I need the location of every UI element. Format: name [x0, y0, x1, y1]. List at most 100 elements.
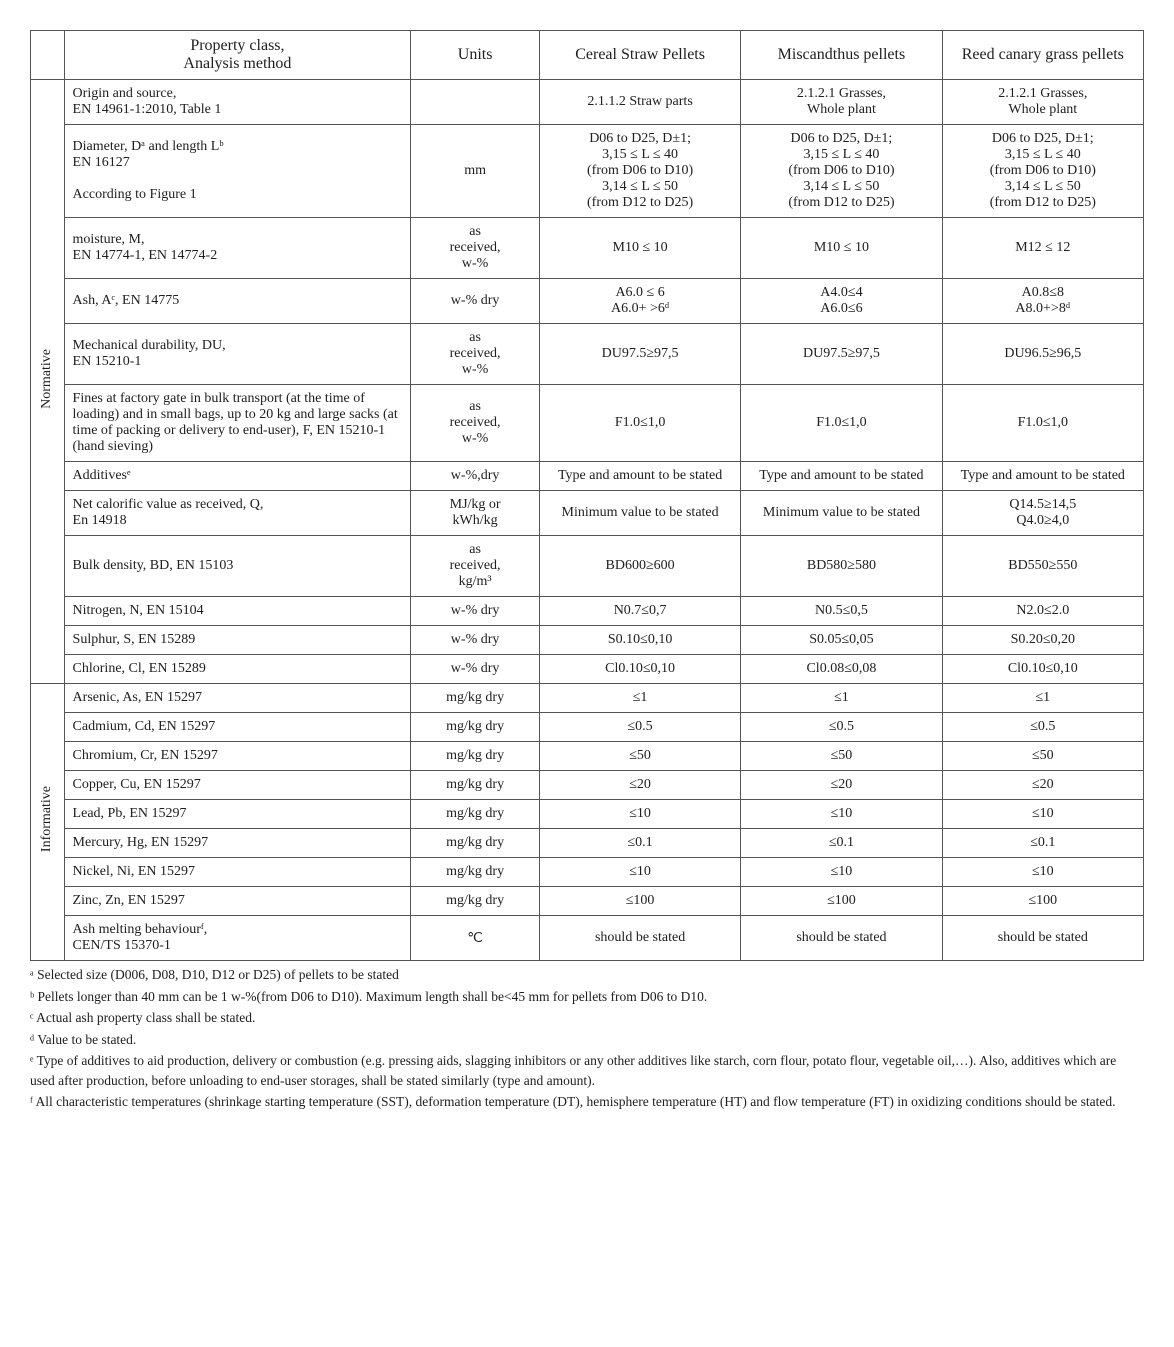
- units-cell: w-% dry: [411, 279, 540, 324]
- footnote-line: ᵇ Pellets longer than 40 mm can be 1 w-%…: [30, 987, 1144, 1007]
- table-row: Mercury, Hg, EN 15297mg/kg dry≤0.1≤0.1≤0…: [31, 829, 1144, 858]
- value-cell: 2.1.1.2 Straw parts: [539, 80, 740, 125]
- value-cell: A0.8≤8A8.0+>8ᵈ: [942, 279, 1143, 324]
- table-row: Nickel, Ni, EN 15297mg/kg dry≤10≤10≤10: [31, 858, 1144, 887]
- units-cell: asreceived,w-%: [411, 324, 540, 385]
- value-cell: ≤0.5: [539, 713, 740, 742]
- property-cell: Sulphur, S, EN 15289: [64, 626, 411, 655]
- category-normative-label: Normative: [39, 349, 55, 409]
- property-cell: Cadmium, Cd, EN 15297: [64, 713, 411, 742]
- value-cell: Cl0.08≤0,08: [741, 655, 942, 684]
- property-cell: Additivesᵉ: [64, 462, 411, 491]
- value-cell: BD550≥550: [942, 536, 1143, 597]
- property-cell: Ash, Aᶜ, EN 14775: [64, 279, 411, 324]
- value-cell: ≤1: [741, 684, 942, 713]
- table-head: Property class, Analysis method Units Ce…: [31, 31, 1144, 80]
- header-units: Units: [411, 31, 540, 80]
- value-cell: S0.10≤0,10: [539, 626, 740, 655]
- table-row: moisture, M,EN 14774-1, EN 14774-2asrece…: [31, 218, 1144, 279]
- units-cell: asreceived,w-%: [411, 218, 540, 279]
- value-cell: S0.20≤0,20: [942, 626, 1143, 655]
- value-cell: should be stated: [942, 916, 1143, 961]
- value-cell: DU97.5≥97,5: [539, 324, 740, 385]
- value-cell: ≤100: [942, 887, 1143, 916]
- value-cell: DU97.5≥97,5: [741, 324, 942, 385]
- units-cell: MJ/kg orkWh/kg: [411, 491, 540, 536]
- table-row: Lead, Pb, EN 15297mg/kg dry≤10≤10≤10: [31, 800, 1144, 829]
- value-cell: 2.1.2.1 Grasses,Whole plant: [942, 80, 1143, 125]
- footnote-line: ᶠ All characteristic temperatures (shrin…: [30, 1092, 1144, 1112]
- units-cell: mg/kg dry: [411, 829, 540, 858]
- property-cell: Fines at factory gate in bulk transport …: [64, 385, 411, 462]
- value-cell: A6.0 ≤ 6A6.0+ >6ᵈ: [539, 279, 740, 324]
- property-cell: Bulk density, BD, EN 15103: [64, 536, 411, 597]
- property-cell: Nitrogen, N, EN 15104: [64, 597, 411, 626]
- value-cell: Q14.5≥14,5Q4.0≥4,0: [942, 491, 1143, 536]
- table-row: Mechanical durability, DU,EN 15210-1asre…: [31, 324, 1144, 385]
- value-cell: ≤10: [942, 858, 1143, 887]
- table-row: Chromium, Cr, EN 15297mg/kg dry≤50≤50≤50: [31, 742, 1144, 771]
- table-row: Ash melting behaviourᶠ,CEN/TS 15370-1℃sh…: [31, 916, 1144, 961]
- value-cell: ≤50: [539, 742, 740, 771]
- value-cell: M10 ≤ 10: [741, 218, 942, 279]
- value-cell: D06 to D25, D±1;3,15 ≤ L ≤ 40(from D06 t…: [741, 125, 942, 218]
- table-row: Diameter, Dᵃ and length LᵇEN 16127 Accor…: [31, 125, 1144, 218]
- table-row: Copper, Cu, EN 15297mg/kg dry≤20≤20≤20: [31, 771, 1144, 800]
- footnote-line: ᵈ Value to be stated.: [30, 1030, 1144, 1050]
- value-cell: ≤1: [539, 684, 740, 713]
- value-cell: BD580≥580: [741, 536, 942, 597]
- value-cell: D06 to D25, D±1;3,15 ≤ L ≤ 40(from D06 t…: [539, 125, 740, 218]
- category-normative: Normative: [31, 80, 65, 684]
- units-cell: mg/kg dry: [411, 771, 540, 800]
- property-cell: Ash melting behaviourᶠ,CEN/TS 15370-1: [64, 916, 411, 961]
- value-cell: ≤100: [741, 887, 942, 916]
- value-cell: D06 to D25, D±1;3,15 ≤ L ≤ 40(from D06 t…: [942, 125, 1143, 218]
- table-row: Chlorine, Cl, EN 15289w-% dry Cl0.10≤0,10…: [31, 655, 1144, 684]
- value-cell: ≤100: [539, 887, 740, 916]
- value-cell: ≤10: [741, 800, 942, 829]
- value-cell: Type and amount to be stated: [539, 462, 740, 491]
- table-row: Net calorific value as received, Q,En 14…: [31, 491, 1144, 536]
- property-cell: Diameter, Dᵃ and length LᵇEN 16127 Accor…: [64, 125, 411, 218]
- value-cell: S0.05≤0,05: [741, 626, 942, 655]
- value-cell: ≤50: [741, 742, 942, 771]
- table-body: NormativeOrigin and source,EN 14961-1:20…: [31, 80, 1144, 961]
- table-row: Bulk density, BD, EN 15103asreceived,kg/…: [31, 536, 1144, 597]
- header-property: Property class, Analysis method: [64, 31, 411, 80]
- value-cell: F1.0≤1,0: [539, 385, 740, 462]
- property-cell: Chlorine, Cl, EN 15289: [64, 655, 411, 684]
- header-col2: Miscandthus pellets: [741, 31, 942, 80]
- units-cell: mg/kg dry: [411, 858, 540, 887]
- property-cell: Chromium, Cr, EN 15297: [64, 742, 411, 771]
- value-cell: Minimum value to be stated: [539, 491, 740, 536]
- value-cell: Type and amount to be stated: [942, 462, 1143, 491]
- table-row: NormativeOrigin and source,EN 14961-1:20…: [31, 80, 1144, 125]
- value-cell: A4.0≤4A6.0≤6: [741, 279, 942, 324]
- property-cell: Zinc, Zn, EN 15297: [64, 887, 411, 916]
- footnote-line: ᶜ Actual ash property class shall be sta…: [30, 1008, 1144, 1028]
- value-cell: 2.1.2.1 Grasses,Whole plant: [741, 80, 942, 125]
- value-cell: ≤10: [539, 800, 740, 829]
- table-row: Cadmium, Cd, EN 15297mg/kg dry≤0.5≤0.5≤0…: [31, 713, 1144, 742]
- value-cell: should be stated: [741, 916, 942, 961]
- table-row: Additivesᵉw-%,dryType and amount to be s…: [31, 462, 1144, 491]
- header-blank: [31, 31, 65, 80]
- header-property-sub: Analysis method: [183, 55, 291, 72]
- value-cell: ≤0.1: [741, 829, 942, 858]
- table-row: Sulphur, S, EN 15289w-% dryS0.10≤0,10S0.…: [31, 626, 1144, 655]
- value-cell: ≤20: [942, 771, 1143, 800]
- value-cell: ≤50: [942, 742, 1143, 771]
- value-cell: ≤10: [942, 800, 1143, 829]
- units-cell: mg/kg dry: [411, 742, 540, 771]
- value-cell: Minimum value to be stated: [741, 491, 942, 536]
- value-cell: M10 ≤ 10: [539, 218, 740, 279]
- units-cell: w-% dry: [411, 655, 540, 684]
- value-cell: ≤1: [942, 684, 1143, 713]
- units-cell: mg/kg dry: [411, 684, 540, 713]
- value-cell: Cl0.10≤0,10: [942, 655, 1143, 684]
- value-cell: N0.5≤0,5: [741, 597, 942, 626]
- value-cell: F1.0≤1,0: [741, 385, 942, 462]
- value-cell: N0.7≤0,7: [539, 597, 740, 626]
- units-cell: w-% dry: [411, 597, 540, 626]
- units-cell: mg/kg dry: [411, 887, 540, 916]
